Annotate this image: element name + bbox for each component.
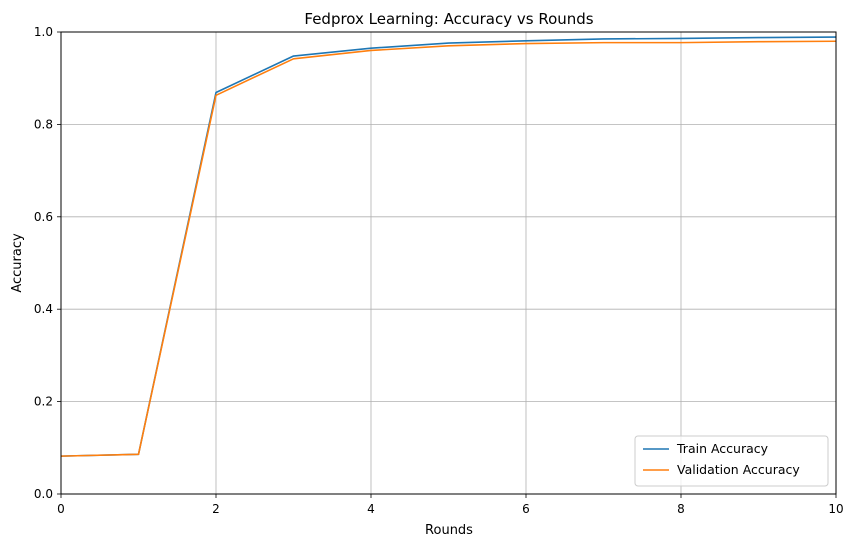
y-tick-label: 0.4 [34, 302, 53, 316]
y-tick-label: 0.8 [34, 117, 53, 131]
y-tick-label: 0.0 [34, 487, 53, 501]
legend: Train Accuracy Validation Accuracy [634, 435, 829, 487]
x-tick-label: 10 [828, 502, 843, 516]
series-lines [60, 36, 837, 457]
legend-label: Train Accuracy [676, 441, 769, 456]
legend-box [634, 435, 829, 487]
x-axis-ticks: 0 2 4 6 8 10 [57, 494, 844, 516]
x-tick-label: 0 [57, 502, 65, 516]
chart-title: Fedprox Learning: Accuracy vs Rounds [304, 10, 593, 28]
series-line-validation [60, 40, 837, 457]
x-tick-label: 4 [367, 502, 375, 516]
x-tick-label: 8 [677, 502, 685, 516]
x-tick-label: 2 [212, 502, 220, 516]
y-tick-label: 0.6 [34, 210, 53, 224]
legend-label: Validation Accuracy [677, 462, 800, 477]
x-axis-label: Rounds [425, 523, 473, 538]
x-tick-label: 6 [522, 502, 530, 516]
y-axis-ticks: 0.0 0.2 0.4 0.6 0.8 1.0 [34, 25, 61, 501]
y-tick-label: 1.0 [34, 25, 53, 39]
plot-frame [60, 31, 837, 495]
y-axis-label: Accuracy [10, 233, 25, 293]
y-tick-label: 0.2 [34, 395, 53, 409]
series-line-train [60, 36, 837, 457]
gridlines [60, 31, 837, 495]
